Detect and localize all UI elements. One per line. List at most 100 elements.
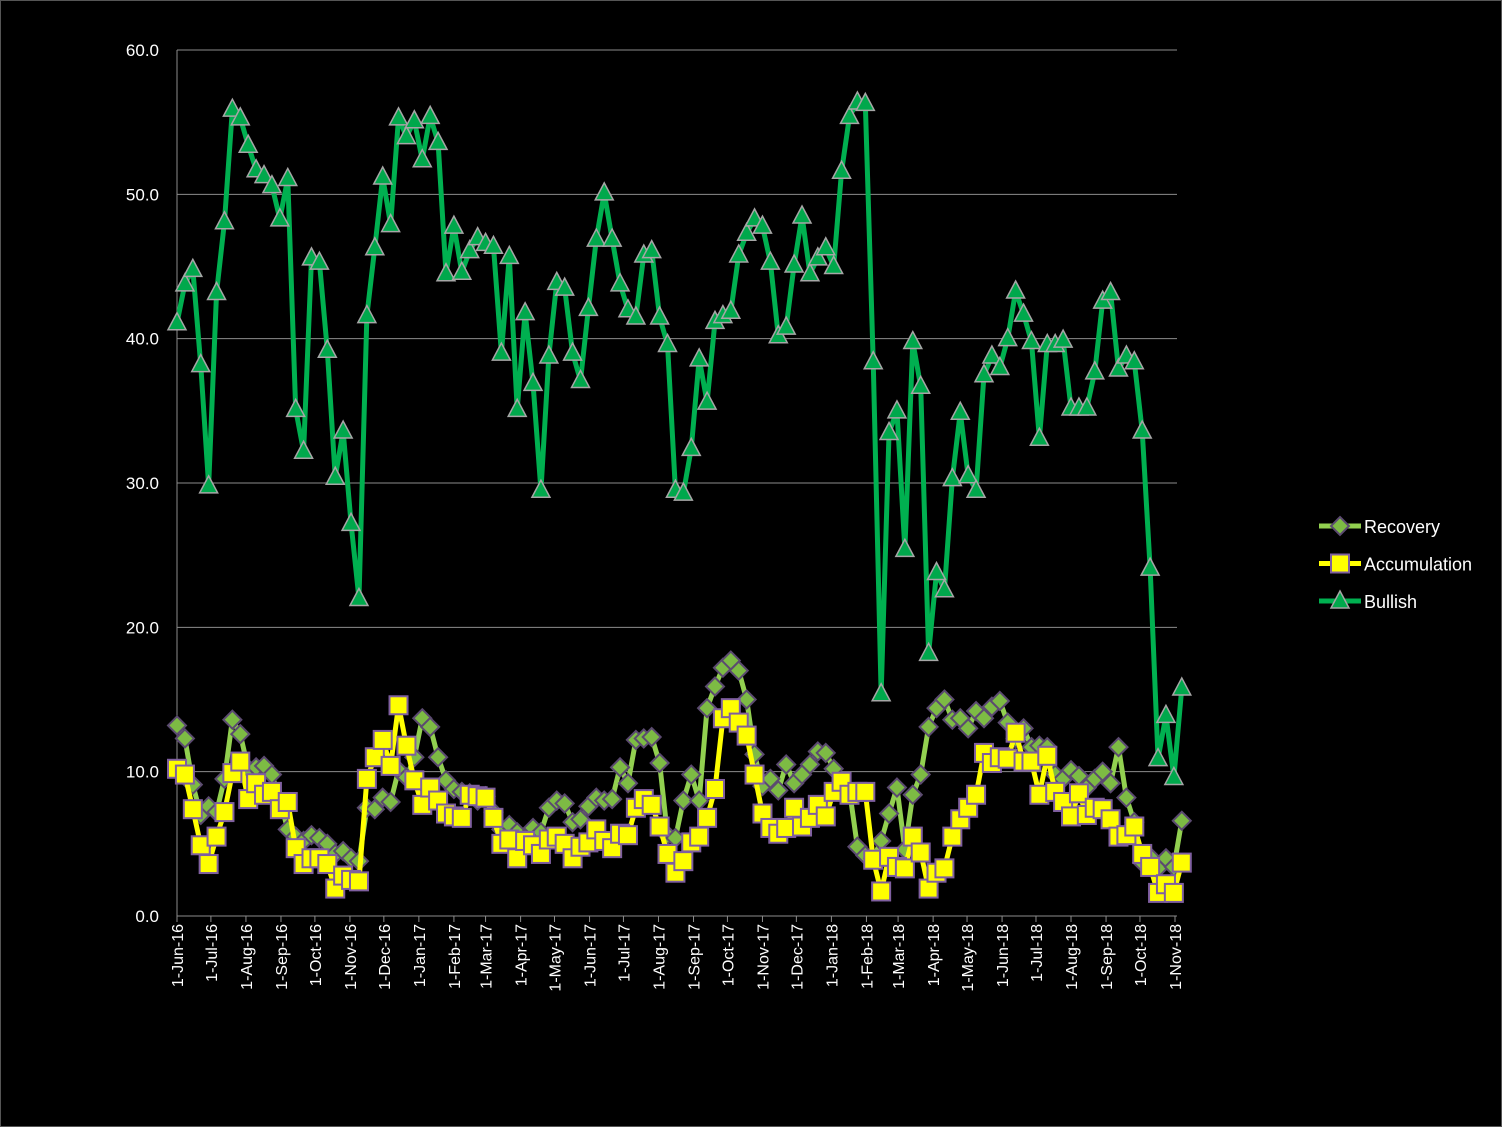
data-point-bullish: [332, 419, 354, 439]
data-point-bullish: [894, 537, 916, 558]
series-line-bullish: [174, 99, 1185, 780]
series-accumulation: [167, 695, 1192, 903]
data-point-bullish: [831, 159, 852, 179]
data-point-recovery: [649, 752, 671, 774]
data-point-accumulation: [396, 735, 417, 756]
series-layer: [166, 90, 1193, 903]
data-point-bullish: [1021, 329, 1042, 350]
data-point-bullish: [380, 213, 401, 233]
data-point-bullish: [696, 390, 718, 410]
x-tick-label: 1-Sep-18: [1099, 924, 1116, 990]
data-point-bullish: [1052, 328, 1074, 348]
x-tick-label: 1-Nov-18: [1168, 924, 1185, 990]
data-point-bullish: [839, 104, 860, 125]
data-point-bullish: [736, 221, 757, 242]
data-point-accumulation: [317, 854, 338, 875]
data-point-bullish: [862, 350, 884, 370]
data-point-recovery: [617, 772, 639, 794]
data-point-accumulation: [230, 751, 251, 772]
data-point-bullish: [530, 478, 552, 498]
data-point-recovery: [934, 689, 955, 710]
data-point-bullish: [1139, 556, 1161, 576]
data-point-accumulation: [372, 729, 393, 750]
data-point-accumulation: [942, 826, 963, 847]
data-point-bullish: [522, 371, 544, 392]
x-tick-label: 1-Nov-17: [755, 924, 772, 990]
data-point-accumulation: [966, 784, 987, 805]
data-point-recovery: [1100, 772, 1121, 794]
y-axis: 0.0 10.0 20.0 30.0 40.0 50.0 60.0: [126, 41, 159, 926]
x-tick-label: 1-Feb-18: [859, 924, 876, 989]
data-point-bullish: [1076, 396, 1098, 416]
data-point-bullish: [625, 305, 647, 325]
data-point-accumulation: [1124, 816, 1145, 837]
data-point-bullish: [435, 262, 457, 282]
data-point-recovery: [910, 764, 932, 785]
legend-marker-triangle-icon: [1329, 589, 1351, 609]
data-point-bullish: [783, 253, 805, 273]
y-tick-label: 40.0: [126, 330, 159, 349]
data-point-bullish: [1100, 280, 1121, 301]
x-tick-label: 1-Mar-17: [479, 924, 496, 989]
x-tick-label: 1-Nov-16: [343, 924, 360, 990]
data-point-recovery: [641, 726, 663, 748]
data-point-recovery: [570, 808, 591, 830]
data-point-accumulation: [910, 842, 931, 863]
data-point-recovery: [609, 756, 631, 778]
x-tick-label: 1-Oct-18: [1133, 924, 1150, 986]
data-point-recovery: [957, 717, 979, 739]
data-point-recovery: [696, 697, 718, 719]
data-point-bullish: [174, 272, 196, 292]
x-tick-label: 1-Aug-16: [239, 924, 256, 990]
data-point-bullish: [214, 210, 235, 230]
data-point-bullish: [562, 341, 583, 361]
data-point-recovery: [554, 793, 576, 814]
data-point-bullish: [499, 244, 520, 265]
data-point-accumulation: [1140, 856, 1161, 877]
data-point-bullish: [855, 91, 876, 112]
data-point-recovery: [1092, 761, 1114, 783]
data-point-bullish: [1163, 765, 1185, 786]
data-point-recovery: [973, 707, 995, 729]
data-point-accumulation: [617, 825, 638, 846]
legend-marker-diamond-icon: [1329, 515, 1351, 537]
data-point-accumulation: [1163, 882, 1184, 903]
data-point-bullish: [427, 130, 449, 151]
data-point-accumulation: [649, 816, 670, 837]
data-point-accumulation: [894, 858, 915, 879]
data-point-bullish: [950, 400, 971, 421]
data-point-bullish: [538, 344, 560, 364]
data-point-bullish: [364, 236, 386, 256]
x-tick-label: 1-Aug-17: [651, 924, 668, 990]
data-point-bullish: [190, 353, 211, 373]
data-point-accumulation: [174, 764, 195, 785]
data-point-bullish: [878, 420, 900, 441]
data-point-bullish: [641, 239, 662, 259]
legend: Recovery Accumulation Bullish: [1319, 515, 1472, 612]
data-point-bullish: [1029, 426, 1050, 447]
data-point-bullish: [261, 174, 283, 194]
data-point-recovery: [799, 754, 821, 775]
x-tick-label: 1-Dec-17: [789, 924, 806, 990]
data-point-bullish: [973, 363, 995, 383]
data-point-bullish: [388, 106, 409, 126]
data-point-bullish: [324, 465, 346, 485]
data-point-bullish: [728, 243, 749, 263]
data-point-bullish: [957, 464, 979, 484]
data-point-bullish: [997, 327, 1018, 347]
data-point-accumulation: [182, 799, 203, 820]
data-point-bullish: [570, 368, 591, 389]
x-tick-label: 1-Dec-16: [377, 924, 394, 990]
data-point-bullish: [965, 478, 987, 498]
x-tick-label: 1-Oct-16: [308, 924, 325, 986]
data-point-bullish: [230, 106, 251, 126]
data-point-bullish: [673, 481, 694, 501]
data-point-bullish: [491, 341, 512, 361]
data-point-recovery: [166, 715, 188, 736]
x-tick-label: 1-Jan-17: [412, 924, 429, 987]
data-point-accumulation: [348, 871, 369, 892]
data-point-bullish: [166, 311, 188, 331]
data-point-bullish: [902, 329, 924, 350]
data-point-bullish: [981, 344, 1003, 364]
data-point-accumulation: [388, 695, 409, 716]
